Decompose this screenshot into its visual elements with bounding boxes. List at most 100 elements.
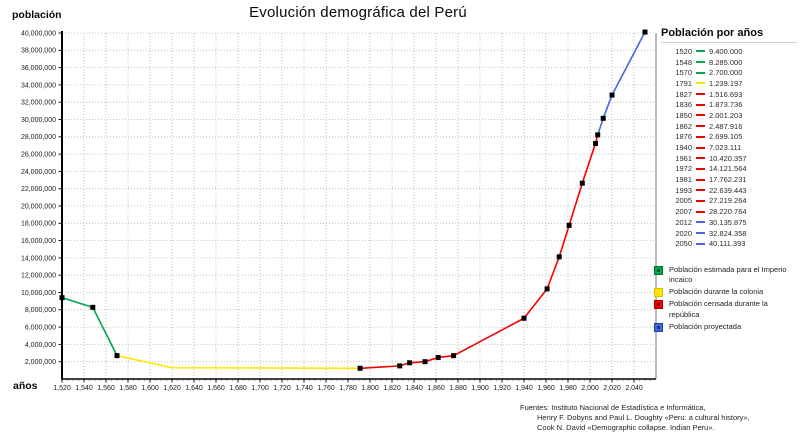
legend-row: 2020 32.824.358 — [660, 228, 800, 239]
y-tick-label: 10,000,000 — [21, 290, 56, 297]
legend-year: 2007 — [675, 207, 692, 217]
data-point-marker — [579, 180, 585, 186]
legend-value: 2.700.000 — [709, 68, 743, 78]
legend-row: 1791 1.239.197 — [660, 78, 800, 89]
x-tick-label: 1,540 — [75, 385, 93, 392]
series-line-proyectada — [596, 31, 646, 136]
legend-row: 2012 30.135.875 — [660, 217, 800, 228]
series-color-legend: Población estimada para el Imperio incai… — [654, 265, 796, 334]
x-tick-label: 1,660 — [207, 385, 225, 392]
data-point-marker — [609, 92, 615, 98]
legend-value: 2.001.203 — [709, 110, 743, 120]
legend-color-dash — [696, 103, 705, 106]
legend-row: 1570 2.700.000 — [660, 67, 800, 78]
color-legend-item: Población censada durante la república — [654, 299, 796, 319]
legend-color-dash — [696, 167, 705, 170]
source-line: Cook N. David «Demographic collapse. Ind… — [537, 422, 715, 432]
data-point-marker — [600, 115, 606, 121]
x-axis-title: años — [13, 380, 38, 392]
y-tick-label: 32,000,000 — [21, 100, 56, 107]
legend-row: 1972 14.121.564 — [660, 164, 800, 175]
legend-year: 1836 — [675, 100, 692, 110]
y-tick-label: 8,000,000 — [25, 307, 56, 314]
data-point-marker — [566, 222, 572, 228]
legend-row: 2050 40.111.393 — [660, 238, 800, 249]
legend-color-dash — [696, 125, 705, 128]
x-tick-label: 1,520 — [53, 385, 71, 392]
legend-year: 1850 — [675, 110, 692, 120]
legend-color-dash — [696, 61, 705, 64]
legend-color-dash — [696, 82, 705, 85]
y-tick-label: 24,000,000 — [21, 169, 56, 176]
legend-row: 2007 28.220.764 — [660, 206, 800, 217]
legend-year: 1981 — [675, 175, 692, 185]
legend-color-dash — [696, 189, 705, 192]
x-tick-label: 1,760 — [317, 385, 335, 392]
legend-year: 1520 — [675, 46, 692, 56]
color-legend-label: Población durante la colonia — [669, 287, 764, 297]
legend-color-dash — [696, 71, 705, 74]
legend-color-dash — [696, 93, 705, 96]
legend-year: 1940 — [675, 143, 692, 153]
legend-year: 2050 — [675, 239, 692, 249]
x-tick-label: 2,000 — [581, 385, 599, 392]
legend-year: 1972 — [675, 164, 692, 174]
legend-row: 1862 2.487.916 — [660, 121, 800, 132]
x-tick-label: 2,020 — [603, 385, 621, 392]
legend-year: 1570 — [675, 68, 692, 78]
legend-year: 1876 — [675, 132, 692, 142]
legend-color-dash — [696, 50, 705, 53]
legend-row: 1993 22.639.443 — [660, 185, 800, 196]
legend-year: 2005 — [675, 196, 692, 206]
legend-value: 2.699.105 — [709, 132, 743, 142]
series-line-colonia — [116, 354, 361, 370]
data-point-marker — [357, 365, 363, 371]
series-line-republica — [360, 134, 599, 370]
source-line: Henry F. Dobyns and Paul L. Doughty «Per… — [537, 412, 750, 422]
legend-year: 1862 — [675, 121, 692, 131]
y-tick-label: 16,000,000 — [21, 238, 56, 245]
data-point-marker — [90, 304, 96, 310]
color-legend-item: Población estimada para el Imperio incai… — [654, 265, 796, 285]
x-tick-label: 1,800 — [361, 385, 379, 392]
legend-value: 9.400.000 — [709, 46, 743, 56]
x-tick-label: 1,920 — [493, 385, 511, 392]
x-tick-label: 1,840 — [405, 385, 423, 392]
legend-color-dash — [696, 221, 705, 224]
data-point-marker — [556, 254, 562, 260]
legend-year: 2020 — [675, 228, 692, 238]
x-tick-label: 1,940 — [515, 385, 533, 392]
legend-value: 22.639.443 — [709, 185, 747, 195]
legend-value: 40.111.393 — [709, 239, 746, 249]
legend-value: 1.516.693 — [709, 89, 743, 99]
y-tick-label: 40,000,000 — [21, 30, 56, 37]
data-point-marker — [435, 354, 441, 360]
legend-value: 32.824.358 — [709, 228, 747, 238]
gridlines-vertical — [83, 33, 635, 379]
legend-year: 1548 — [675, 57, 692, 67]
legend-year-value-list: 1520 9.400.000 1548 8.285.000 1570 2.700.000 1… — [660, 46, 800, 249]
color-legend-item: Población durante la colonia — [654, 287, 796, 298]
color-legend-label: Población proyectada — [669, 321, 742, 331]
data-point-marker — [521, 315, 527, 321]
legend-value: 17.762.231 — [709, 175, 747, 185]
data-point-marker — [422, 359, 428, 365]
color-legend-item: Población proyectada — [654, 322, 796, 332]
x-tick-label: 1,600 — [141, 385, 159, 392]
data-point-marker — [59, 295, 65, 301]
y-tick-label: 28,000,000 — [21, 134, 56, 141]
data-point-marker — [642, 29, 648, 35]
color-legend-swatch — [654, 300, 663, 310]
data-point-markers — [59, 29, 648, 371]
x-tick-label: 1,560 — [97, 385, 115, 392]
y-tick-label: 36,000,000 — [21, 65, 56, 72]
y-tick-label: 20,000,000 — [21, 203, 56, 210]
x-tick-label: 1,680 — [229, 385, 247, 392]
legend-row: 1940 7.023.111 — [660, 142, 800, 153]
color-legend-label: Población estimada para el Imperio incai… — [669, 265, 787, 285]
data-point-marker — [593, 141, 598, 147]
legend-row: 1548 8.285.000 — [660, 57, 800, 68]
x-tick-label: 1,780 — [339, 385, 357, 392]
